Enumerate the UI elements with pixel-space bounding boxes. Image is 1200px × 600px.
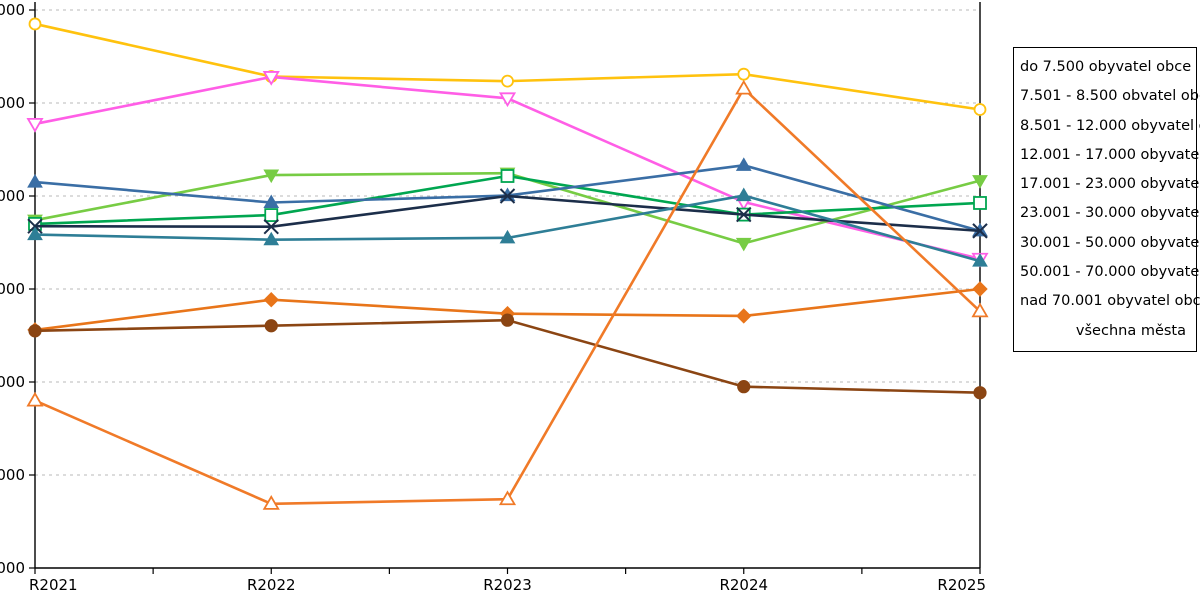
y-tick-label: 12000 bbox=[0, 94, 25, 112]
y-tick-label: 8000 bbox=[0, 280, 25, 298]
data-point-marker bbox=[263, 218, 279, 235]
legend-item-list: do 7.500 obyvatel obce 7.501 - 8.500 obva… bbox=[1014, 48, 1200, 351]
data-point-marker bbox=[736, 308, 752, 324]
data-point-marker bbox=[973, 196, 987, 210]
legend-item[interactable]: 12.001 - 17.000 obyvatel obce bbox=[1020, 146, 1200, 163]
data-point-marker bbox=[262, 71, 280, 86]
x-axis-tick-labels: R2021 R2022 R2023 R2024 R2025 bbox=[29, 576, 986, 594]
data-point-marker bbox=[263, 194, 280, 209]
y-tick-label: 6000 bbox=[0, 373, 25, 391]
data-point-marker bbox=[735, 157, 752, 171]
data-point-marker bbox=[27, 218, 43, 234]
series-v-echna-m-sta bbox=[26, 79, 989, 510]
chart-legend: do 7.500 obyvatel obce 7.501 - 8.500 obva… bbox=[1013, 47, 1200, 352]
x-tick-label: R2023 bbox=[483, 576, 532, 594]
data-point-marker bbox=[498, 92, 517, 108]
legend-item[interactable]: do 7.500 obyvatel obce bbox=[1020, 59, 1192, 75]
x-tick-label: R2025 bbox=[937, 576, 986, 594]
data-point-marker bbox=[735, 79, 753, 95]
data-point-marker bbox=[972, 175, 988, 189]
data-point-marker bbox=[499, 229, 516, 244]
data-point-marker bbox=[972, 253, 988, 267]
data-point-marker bbox=[501, 74, 514, 88]
x-tick-label: R2024 bbox=[719, 576, 768, 594]
axis-ticks-group bbox=[29, 9, 981, 574]
data-point-marker bbox=[971, 302, 989, 318]
data-point-marker bbox=[28, 17, 42, 31]
legend-item[interactable]: nad 70.001 obyvatel obce bbox=[1020, 293, 1200, 310]
data-point-marker bbox=[499, 188, 516, 204]
series-layer bbox=[26, 17, 989, 510]
data-point-marker bbox=[498, 490, 517, 506]
data-point-marker bbox=[27, 226, 43, 241]
legend-item[interactable]: 50.001 - 70.000 obyvatel obce bbox=[1020, 264, 1200, 281]
data-point-marker bbox=[735, 187, 752, 202]
series-nad-70-001-obyvatel-obce bbox=[28, 313, 987, 400]
data-point-marker bbox=[735, 237, 752, 252]
data-point-marker bbox=[28, 324, 42, 338]
data-point-marker bbox=[264, 208, 279, 222]
data-point-marker bbox=[737, 67, 751, 81]
y-tick-label: 14000 bbox=[0, 1, 25, 19]
legend-item[interactable]: 7.501 - 8.500 obvatel obce bbox=[1020, 88, 1200, 105]
series-line bbox=[33, 87, 982, 506]
series-30-001-50-000-obyvatel-obce bbox=[27, 187, 988, 267]
data-point-marker bbox=[500, 169, 515, 183]
y-tick-label: 10000 bbox=[0, 187, 25, 205]
legend-item[interactable]: 17.001 - 23.000 obyvatel obce bbox=[1020, 176, 1200, 193]
data-point-marker bbox=[262, 495, 280, 510]
legend-item[interactable]: 30.001 - 50.000 obyvatel obce bbox=[1020, 234, 1200, 251]
data-point-marker bbox=[26, 391, 44, 407]
x-tick-label: R2021 bbox=[29, 576, 78, 594]
data-point-marker bbox=[737, 380, 751, 394]
data-point-marker bbox=[973, 386, 987, 400]
data-point-marker bbox=[263, 231, 280, 246]
data-point-marker bbox=[973, 103, 987, 116]
legend-item[interactable]: 8.501 - 12.000 obyvatel obce bbox=[1020, 117, 1200, 134]
data-point-marker bbox=[972, 223, 988, 239]
y-tick-label: 2000 bbox=[0, 559, 25, 577]
legend-item[interactable]: 23.001 - 30.000 obyvatel obce bbox=[1020, 205, 1200, 222]
data-point-marker bbox=[972, 281, 988, 297]
data-point-marker bbox=[263, 291, 279, 308]
data-point-marker bbox=[500, 313, 515, 327]
data-point-marker bbox=[264, 319, 278, 333]
data-point-marker bbox=[263, 169, 280, 184]
x-tick-label: R2022 bbox=[247, 576, 296, 594]
y-axis-tick-labels: 2000 4000 6000 8000 10000 12000 14000 bbox=[0, 1, 25, 577]
series-line bbox=[33, 194, 982, 263]
series-23-001-30-000-obyvatel-obce bbox=[27, 188, 988, 239]
data-point-marker bbox=[26, 117, 44, 133]
data-point-marker bbox=[27, 174, 43, 188]
y-tick-label: 4000 bbox=[0, 466, 25, 484]
legend-item[interactable]: všechna města bbox=[1075, 322, 1186, 339]
data-point-marker bbox=[736, 206, 752, 223]
